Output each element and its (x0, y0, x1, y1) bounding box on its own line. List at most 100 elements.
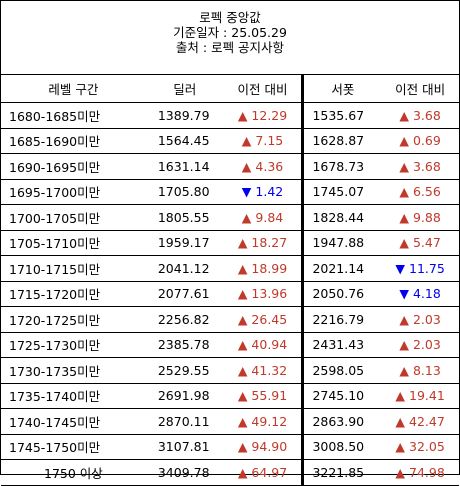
level-range-cell: 1745-1750미만 (1, 434, 146, 460)
support-price-cell: 2431.43 (302, 332, 382, 358)
support-price-cell: 1678.73 (302, 153, 382, 180)
support-change-cell: ▲ 32.05 (381, 434, 459, 460)
table-row: 1745-1750미만 3107.81 ▲ 94.90 3008.50 ▲ 32.05 (1, 434, 459, 460)
level-range-cell: 1740-1745미만 (1, 408, 146, 435)
change-value: 5.47 (412, 235, 441, 251)
up-arrow-icon: ▲ (237, 260, 248, 276)
level-range-cell: 1710-1715미만 (1, 255, 146, 282)
support-change-cell: ▲ 9.88 (381, 204, 459, 231)
up-arrow-icon: ▲ (399, 209, 409, 225)
dealer-change-cell: ▲ 13.96 (223, 281, 305, 307)
table-row: 1690-1695미만 1631.14 ▲ 4.36 1678.73 ▲ 3.68 (1, 153, 459, 180)
table-title: 로펙 중앙값 (199, 10, 261, 25)
dealer-price-cell: 1564.45 (145, 128, 224, 154)
support-price-cell: 2216.79 (302, 306, 382, 333)
dealer-price-cell: 2041.12 (145, 255, 224, 282)
table-row: 1740-1745미만 2870.11 ▲ 49.12 2863.90 ▲ 42.47 (1, 408, 459, 435)
up-arrow-icon: ▲ (237, 107, 248, 123)
change-value: 18.99 (251, 260, 288, 276)
source-note: 출처 : 로펙 공지사항 (175, 40, 285, 55)
support-change-cell: ▲ 42.47 (381, 408, 459, 435)
change-value: 3.68 (412, 158, 441, 174)
change-value: 49.12 (251, 413, 288, 429)
support-change-cell: ▲ 2.03 (381, 306, 459, 333)
header-row: 레벨 구간 딜러 이전 대비 서폿 이전 대비 (1, 75, 459, 103)
support-change-cell: ▼ 11.75 (381, 255, 459, 282)
support-change-cell: ▲ 6.56 (381, 179, 459, 205)
up-arrow-icon: ▲ (237, 388, 248, 404)
support-change-cell: ▲ 0.69 (381, 128, 459, 154)
base-date: 기준일자 : 25.05.29 (173, 25, 287, 40)
change-value: 1.42 (255, 184, 284, 200)
median-price-table: 레벨 구간 딜러 이전 대비 서폿 이전 대비 1680-1685미만 1389.… (1, 75, 459, 486)
change-value: 7.15 (255, 133, 284, 149)
up-arrow-icon: ▲ (237, 439, 248, 455)
support-price-cell: 1828.44 (302, 204, 382, 231)
change-value: 41.32 (251, 362, 288, 378)
table-row: 1705-1710미만 1959.17 ▲ 18.27 1947.88 ▲ 5.47 (1, 230, 459, 256)
dealer-price-cell: 2256.82 (145, 306, 224, 333)
support-change-cell: ▼ 4.18 (381, 281, 459, 307)
up-arrow-icon: ▲ (237, 235, 248, 251)
level-range-cell: 1725-1730미만 (1, 332, 146, 358)
header-dealer-prev: 이전 대비 (223, 75, 305, 103)
level-range-cell: 1750 이상 (1, 459, 146, 486)
table-row: 1680-1685미만 1389.79 ▲ 12.29 1535.67 ▲ 3.68 (1, 102, 459, 129)
dealer-change-cell: ▲ 7.15 (223, 128, 305, 154)
dealer-change-cell: ▲ 12.29 (223, 102, 305, 129)
change-value: 8.13 (412, 362, 441, 378)
up-arrow-icon: ▲ (237, 362, 248, 378)
up-arrow-icon: ▲ (395, 388, 406, 404)
support-change-cell: ▲ 5.47 (381, 230, 459, 256)
change-value: 2.03 (412, 337, 441, 353)
table-row: 1720-1725미만 2256.82 ▲ 26.45 2216.79 ▲ 2.03 (1, 306, 459, 333)
dealer-price-cell: 2077.61 (145, 281, 224, 307)
support-price-cell: 2745.10 (302, 383, 382, 409)
level-range-cell: 1720-1725미만 (1, 306, 146, 333)
dealer-change-cell: ▲ 41.32 (223, 357, 305, 384)
support-price-cell: 1745.07 (302, 179, 382, 205)
up-arrow-icon: ▲ (237, 464, 248, 480)
dealer-change-cell: ▲ 64.97 (223, 459, 305, 486)
dealer-change-cell: ▲ 26.45 (223, 306, 305, 333)
change-value: 26.45 (251, 311, 288, 327)
table-row: 1685-1690미만 1564.45 ▲ 7.15 1628.87 ▲ 0.69 (1, 128, 459, 154)
dealer-price-cell: 1705.80 (145, 179, 224, 205)
change-value: 4.18 (412, 286, 441, 302)
up-arrow-icon: ▲ (395, 464, 406, 480)
change-value: 11.75 (409, 260, 445, 276)
support-price-cell: 1628.87 (302, 128, 382, 154)
up-arrow-icon: ▲ (399, 133, 409, 149)
level-range-cell: 1705-1710미만 (1, 230, 146, 256)
table-row: 1700-1705미만 1805.55 ▲ 9.84 1828.44 ▲ 9.88 (1, 204, 459, 231)
dealer-price-cell: 2870.11 (145, 408, 224, 435)
table-row: 1730-1735미만 2529.55 ▲ 41.32 2598.05 ▲ 8.13 (1, 357, 459, 384)
up-arrow-icon: ▲ (399, 184, 409, 200)
table-row: 1715-1720미만 2077.61 ▲ 13.96 2050.76 ▼ 4.18 (1, 281, 459, 307)
up-arrow-icon: ▲ (399, 107, 409, 123)
change-value: 0.69 (412, 133, 441, 149)
level-range-cell: 1690-1695미만 (1, 153, 146, 180)
up-arrow-icon: ▲ (399, 311, 409, 327)
change-value: 40.94 (251, 337, 288, 353)
support-change-cell: ▲ 3.68 (381, 102, 459, 129)
level-range-cell: 1700-1705미만 (1, 204, 146, 231)
level-range-cell: 1735-1740미만 (1, 383, 146, 409)
change-value: 9.84 (255, 209, 284, 225)
change-value: 55.91 (251, 388, 288, 404)
dealer-change-cell: ▲ 4.36 (223, 153, 305, 180)
up-arrow-icon: ▲ (399, 158, 409, 174)
dealer-price-cell: 1959.17 (145, 230, 224, 256)
change-value: 64.97 (251, 464, 288, 480)
support-change-cell: ▲ 8.13 (381, 357, 459, 384)
dealer-change-cell: ▲ 49.12 (223, 408, 305, 435)
dealer-price-cell: 2529.55 (145, 357, 224, 384)
dealer-change-cell: ▲ 18.99 (223, 255, 305, 282)
up-arrow-icon: ▲ (241, 158, 252, 174)
dealer-price-cell: 2691.98 (145, 383, 224, 409)
down-arrow-icon: ▼ (241, 184, 252, 200)
table-row: 1725-1730미만 2385.78 ▲ 40.94 2431.43 ▲ 2.03 (1, 332, 459, 358)
change-value: 3.68 (412, 107, 441, 123)
table-row: 1710-1715미만 2041.12 ▲ 18.99 2021.14 ▼ 11.75 (1, 255, 459, 282)
